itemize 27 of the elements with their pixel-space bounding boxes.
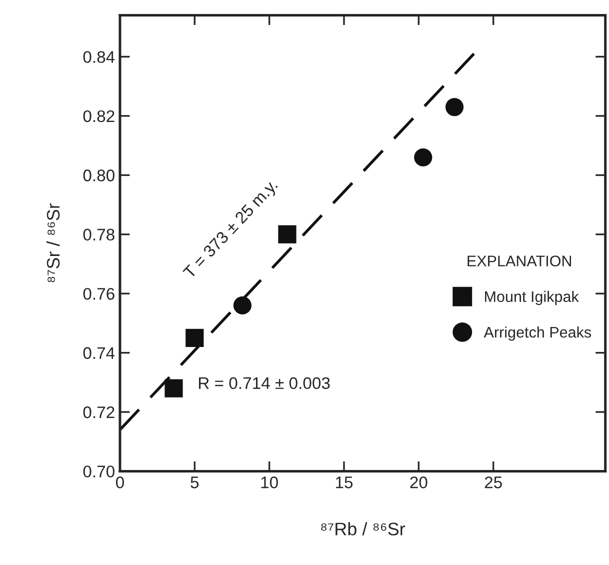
point — [186, 328, 204, 348]
legend-title: EXPLANATION — [468, 256, 572, 266]
y-tick-label: 0.84 — [83, 51, 115, 63]
point — [233, 296, 252, 314]
legend-label: Arrigetch Peaks — [484, 326, 592, 341]
point — [445, 98, 464, 116]
legend-label: Mount Igikpak — [485, 290, 579, 306]
y-axis-title: ⁸⁷Sr / ⁸⁶Sr — [46, 203, 60, 282]
annotation: R = 0.714 ± 0.003 — [199, 377, 330, 390]
annotation: T = 373 ± 25 m.y. — [182, 178, 280, 282]
point — [278, 225, 296, 244]
y-tick-label: 0.76 — [83, 288, 114, 300]
y-tick-label: 0.82 — [83, 110, 114, 122]
x-tick-label: 5 — [190, 476, 199, 488]
x-tick-label: 20 — [410, 476, 428, 488]
point — [414, 148, 432, 166]
x-tick-label: 10 — [261, 476, 278, 488]
y-tick-label: 0.72 — [83, 406, 114, 418]
x-tick-label: 25 — [484, 476, 502, 488]
y-tick-label: 0.80 — [83, 170, 114, 182]
x-tick-label: 0 — [116, 476, 124, 488]
x-axis-title: ⁸⁷Rb / ⁸⁶Sr — [321, 522, 406, 536]
y-tick-label: 0.74 — [83, 347, 115, 359]
x-tick-label: 15 — [336, 476, 353, 488]
point — [164, 379, 183, 398]
y-tick-label: 0.70 — [83, 466, 114, 478]
y-tick-label: 0.78 — [83, 228, 114, 241]
